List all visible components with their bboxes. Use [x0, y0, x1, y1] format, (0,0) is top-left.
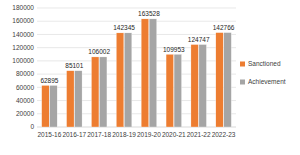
grid-line [37, 21, 236, 22]
bar [149, 19, 157, 127]
bar [216, 33, 224, 127]
bars [42, 19, 232, 127]
y-tick-label: 0 [30, 123, 34, 130]
bar [124, 33, 132, 127]
y-tick-label: 20000 [16, 110, 34, 117]
y-tick-label: 60000 [16, 84, 34, 91]
bar [67, 71, 75, 127]
data-label: 142345 [113, 24, 135, 31]
data-label: 85101 [65, 62, 83, 69]
data-label: 106002 [88, 48, 110, 55]
bar [199, 45, 207, 127]
data-label: 109953 [163, 46, 185, 53]
x-tick-label: 2019-20 [137, 131, 161, 138]
y-tick-label: 40000 [16, 97, 34, 104]
chart: 0 20000 40000 60000 80000 100000 120000 140000 1… [0, 0, 300, 155]
data-label: 62895 [40, 77, 58, 84]
x-tick-label: 2022-23 [212, 131, 236, 138]
bar [174, 54, 182, 127]
x-tick-label: 2021-22 [187, 131, 211, 138]
bar [116, 33, 124, 127]
legend-label: Achievement [248, 78, 286, 85]
grid-line [37, 34, 236, 35]
x-tick-label: 2015-16 [38, 131, 62, 138]
bar [191, 45, 199, 127]
y-tick-label: 180000 [12, 4, 34, 11]
bar [141, 19, 149, 127]
y-tick-label: 80000 [16, 70, 34, 77]
data-label: 163528 [138, 10, 160, 17]
x-tick-label: 2016-17 [62, 131, 86, 138]
legend-swatch [240, 80, 245, 85]
legend-swatch [240, 62, 245, 67]
legend-label: Sanctioned [248, 60, 281, 67]
bar [99, 57, 107, 127]
x-tick-label: 2020-21 [162, 131, 186, 138]
data-label: 142766 [213, 24, 235, 31]
x-tick-label: 2018-19 [112, 131, 136, 138]
y-tick-label: 160000 [12, 17, 34, 24]
bar [50, 85, 58, 127]
data-label: 124747 [188, 36, 210, 43]
bar [75, 71, 83, 127]
bar [166, 54, 174, 127]
bar [224, 33, 232, 127]
x-tick-label: 2017-18 [87, 131, 111, 138]
y-tick-label: 120000 [12, 44, 34, 51]
grid-line [37, 8, 236, 9]
y-tick-label: 140000 [12, 31, 34, 38]
bar [42, 85, 50, 127]
bar [91, 57, 99, 127]
y-tick-label: 100000 [12, 57, 34, 64]
